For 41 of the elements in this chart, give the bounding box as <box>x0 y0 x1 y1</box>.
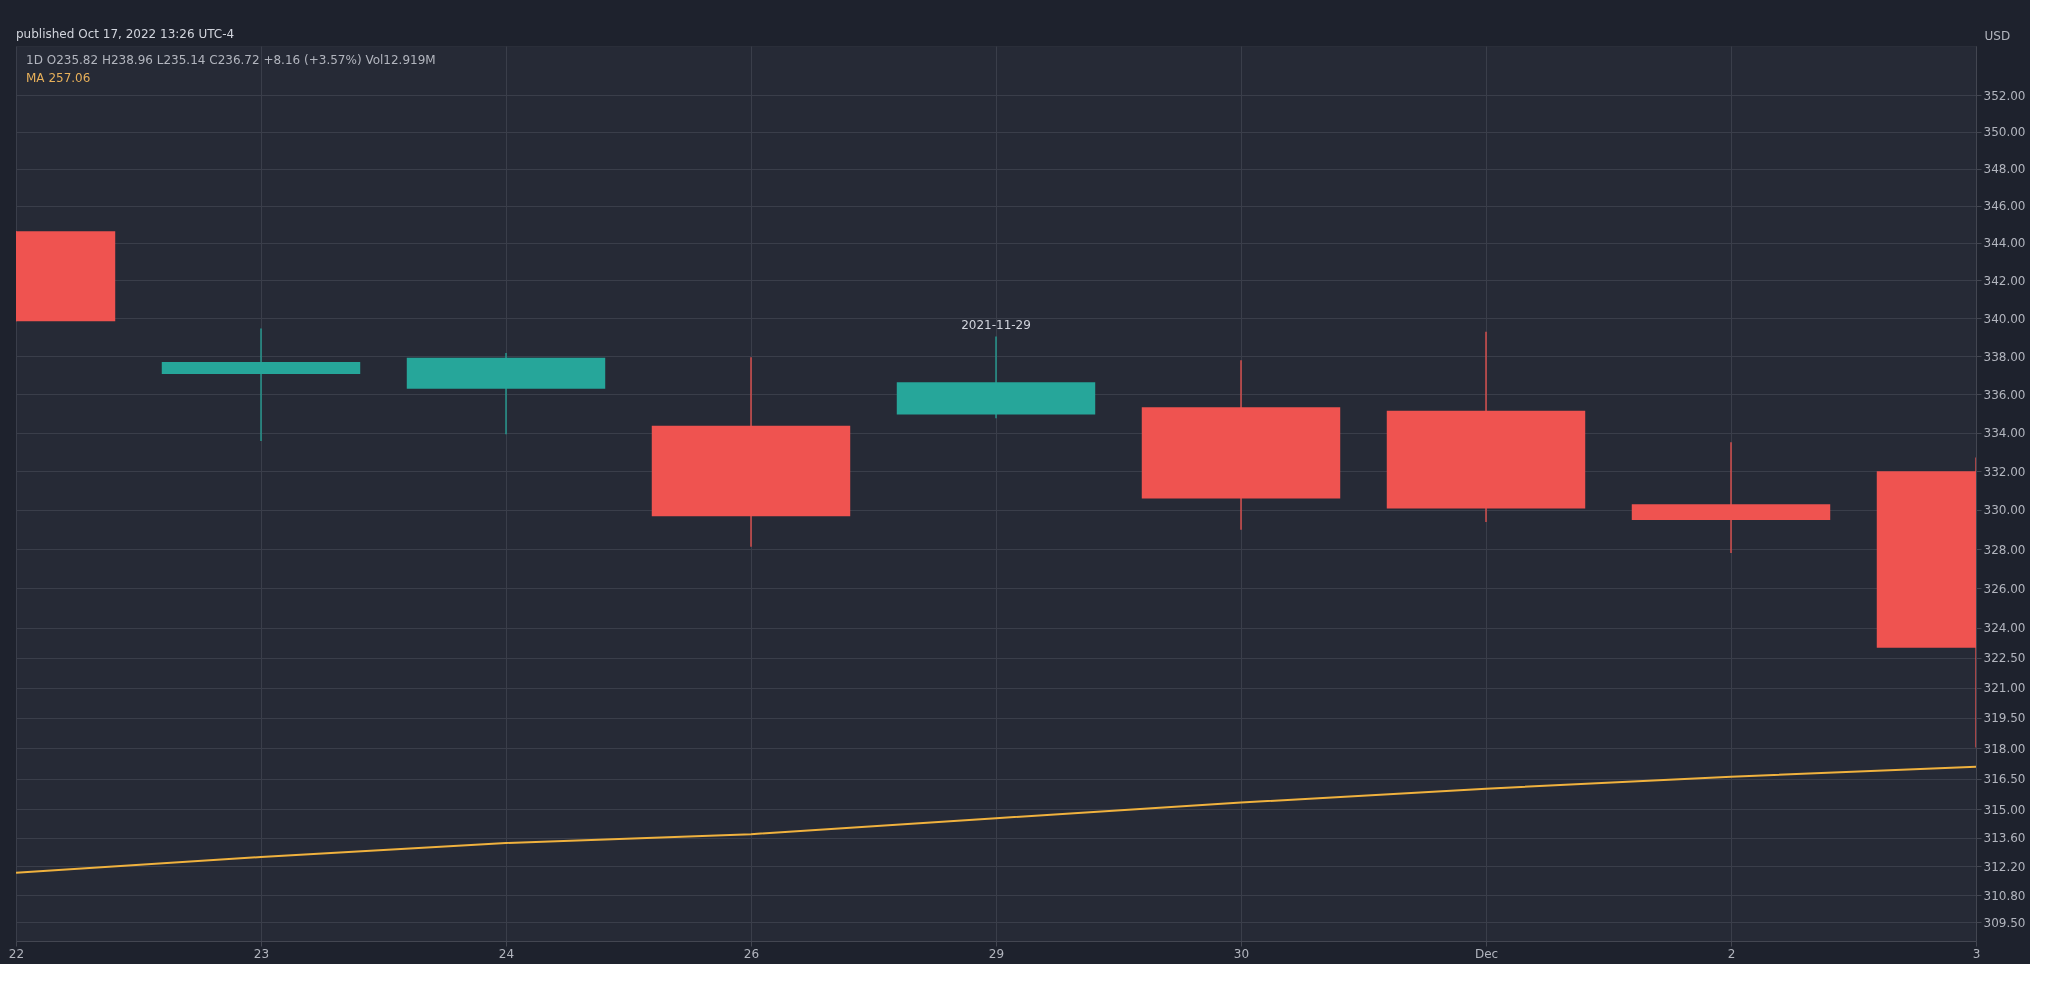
y-tick-label: 348.00 <box>1983 162 2026 177</box>
y-tick-label: 342.00 <box>1983 273 2026 288</box>
y-tick-label: 352.00 <box>1983 88 2026 103</box>
y-tick-label: 340.00 <box>1983 311 2026 326</box>
y-tick-label: 350.00 <box>1983 125 2026 140</box>
x-tick-label: 3 <box>1972 946 1981 961</box>
y-tick-label: 326.00 <box>1983 581 2026 596</box>
y-tick-label: 332.00 <box>1983 464 2026 479</box>
y-tick-label: 322.50 <box>1983 651 2026 666</box>
y-tick-label: 312.20 <box>1983 859 2026 874</box>
y-tick-label: 318.00 <box>1983 741 2026 756</box>
y-tick-label: 328.00 <box>1983 542 2026 557</box>
y-tick-label: 321.00 <box>1983 681 2026 696</box>
y-tick-label: 334.00 <box>1983 426 2026 441</box>
x-tick-label: 24 <box>498 946 515 961</box>
y-tick-label: 324.00 <box>1983 621 2026 636</box>
x-tick-label: 26 <box>743 946 760 961</box>
y-tick-label: 338.00 <box>1983 349 2026 364</box>
y-tick-label: 344.00 <box>1983 236 2026 251</box>
x-tick-label: Dec <box>1474 946 1499 961</box>
y-tick-label: 316.50 <box>1983 772 2026 787</box>
y-tick-label: 346.00 <box>1983 199 2026 214</box>
y-tick-label: 315.00 <box>1983 802 2026 817</box>
x-tick-label: 2 <box>1727 946 1736 961</box>
x-tick-label: 30 <box>1233 946 1250 961</box>
y-tick-label: 309.50 <box>1983 915 2026 930</box>
annotation: MA 257.06 <box>26 71 91 85</box>
y-tick-label: 330.00 <box>1983 503 2026 518</box>
text: published Oct 17, 2022 13:26 UTC-4 <box>16 27 235 41</box>
annotation: 2021-11-29 <box>961 318 1031 333</box>
y-tick-label: 310.80 <box>1983 888 2026 903</box>
y-axis-title: USD <box>1984 28 2011 43</box>
y-tick-label: 313.60 <box>1983 831 2026 846</box>
line-series <box>16 765 1976 874</box>
y-tick-label: 319.50 <box>1983 711 2026 726</box>
x-tick-label: 23 <box>253 946 270 961</box>
y-tick-label: 336.00 <box>1983 387 2026 402</box>
annotation: 1D O235.82 H238.96 L235.14 C236.72 +8.16 (+3.57%) Vol12.919M <box>26 53 436 67</box>
x-tick-label: 22 <box>8 946 25 961</box>
x-tick-label: 29 <box>988 946 1005 961</box>
candlestick <box>161 327 361 442</box>
